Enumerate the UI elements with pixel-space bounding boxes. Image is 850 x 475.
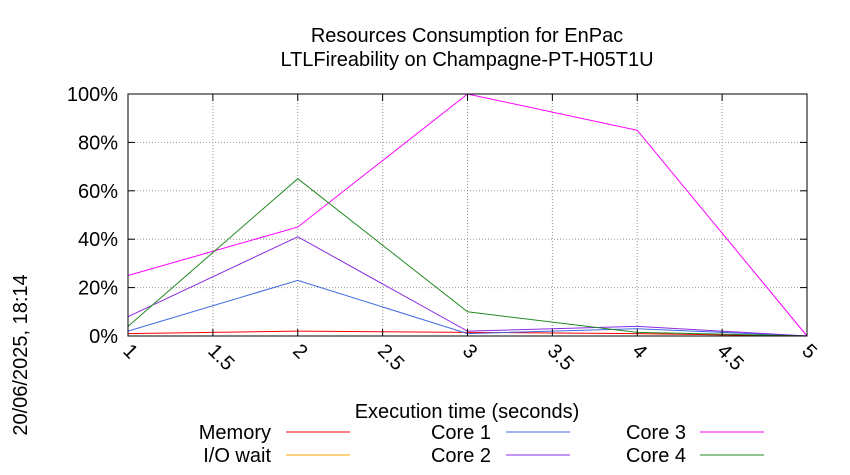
x-tick-label: 3.5 (543, 340, 578, 375)
x-tick-label: 2.5 (373, 340, 408, 375)
y-tick-label: 20% (78, 278, 118, 300)
legend-label: Memory (199, 422, 271, 444)
x-axis-label: Execution time (seconds) (355, 401, 580, 423)
y-tick-label: 0% (89, 326, 118, 348)
x-tick-label: 1 (118, 340, 141, 363)
legend-label: I/O wait (203, 445, 271, 467)
series-line-core-4 (127, 178, 808, 337)
x-tick-label: 5 (797, 340, 820, 363)
legend-label: Core 1 (431, 422, 491, 444)
timestamp-label: 20/06/2025, 18:14 (10, 274, 32, 435)
y-tick-label: 80% (78, 132, 118, 154)
legend-label: Core 2 (431, 445, 491, 467)
y-tick-label: 40% (78, 229, 118, 251)
x-tick-label: 3 (458, 340, 481, 363)
x-tick-label: 1.5 (203, 340, 238, 375)
chart-title-line-1: Resources Consumption for EnPac (311, 25, 623, 47)
x-tick-label: 4.5 (713, 340, 748, 375)
series-line-core-1 (127, 279, 808, 337)
chart-title-line-2: LTLFireability on Champagne-PT-H05T1U (280, 49, 653, 71)
x-tick-label: 4 (628, 340, 651, 363)
legend-label: Core 4 (626, 445, 686, 467)
y-tick-label: 60% (78, 181, 118, 203)
grid (128, 94, 807, 336)
y-tick-label: 100% (67, 84, 118, 106)
legend-label: Core 3 (626, 422, 686, 444)
x-tick-label: 2 (288, 340, 311, 363)
